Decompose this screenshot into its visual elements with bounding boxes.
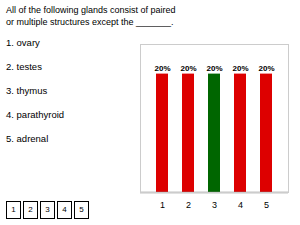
html-text:or multiple structures except: or multiple structures except the ______…	[6, 17, 174, 27]
svg-text:20%: 20%	[154, 64, 170, 73]
html-text:All of the following glands co: All of the following glands consist of p…	[6, 5, 176, 15]
svg-text:2: 2	[186, 200, 191, 210]
html-text:1. ovary: 1. ovary	[6, 37, 40, 48]
svg-text:1: 1	[160, 200, 165, 210]
html-text:2. testes: 2. testes	[6, 61, 42, 72]
svg-text:20%: 20%	[232, 64, 248, 73]
svg-text:20%: 20%	[180, 64, 196, 73]
svg-text:20%: 20%	[206, 64, 222, 73]
svg-text:20%: 20%	[258, 64, 274, 73]
html-text:5: 5	[79, 205, 84, 214]
svg-text:3: 3	[212, 200, 217, 210]
html-text:3: 3	[45, 205, 50, 214]
svg-text:5: 5	[264, 200, 269, 210]
html-text:5. adrenal: 5. adrenal	[6, 133, 49, 144]
html-text:1: 1	[11, 205, 16, 214]
html-text:3. thymus: 3. thymus	[6, 85, 48, 96]
html-text:2: 2	[28, 205, 33, 214]
html-text:4: 4	[62, 205, 67, 214]
svg-text:4: 4	[238, 200, 243, 210]
html-text:4. parathyroid: 4. parathyroid	[6, 109, 65, 120]
